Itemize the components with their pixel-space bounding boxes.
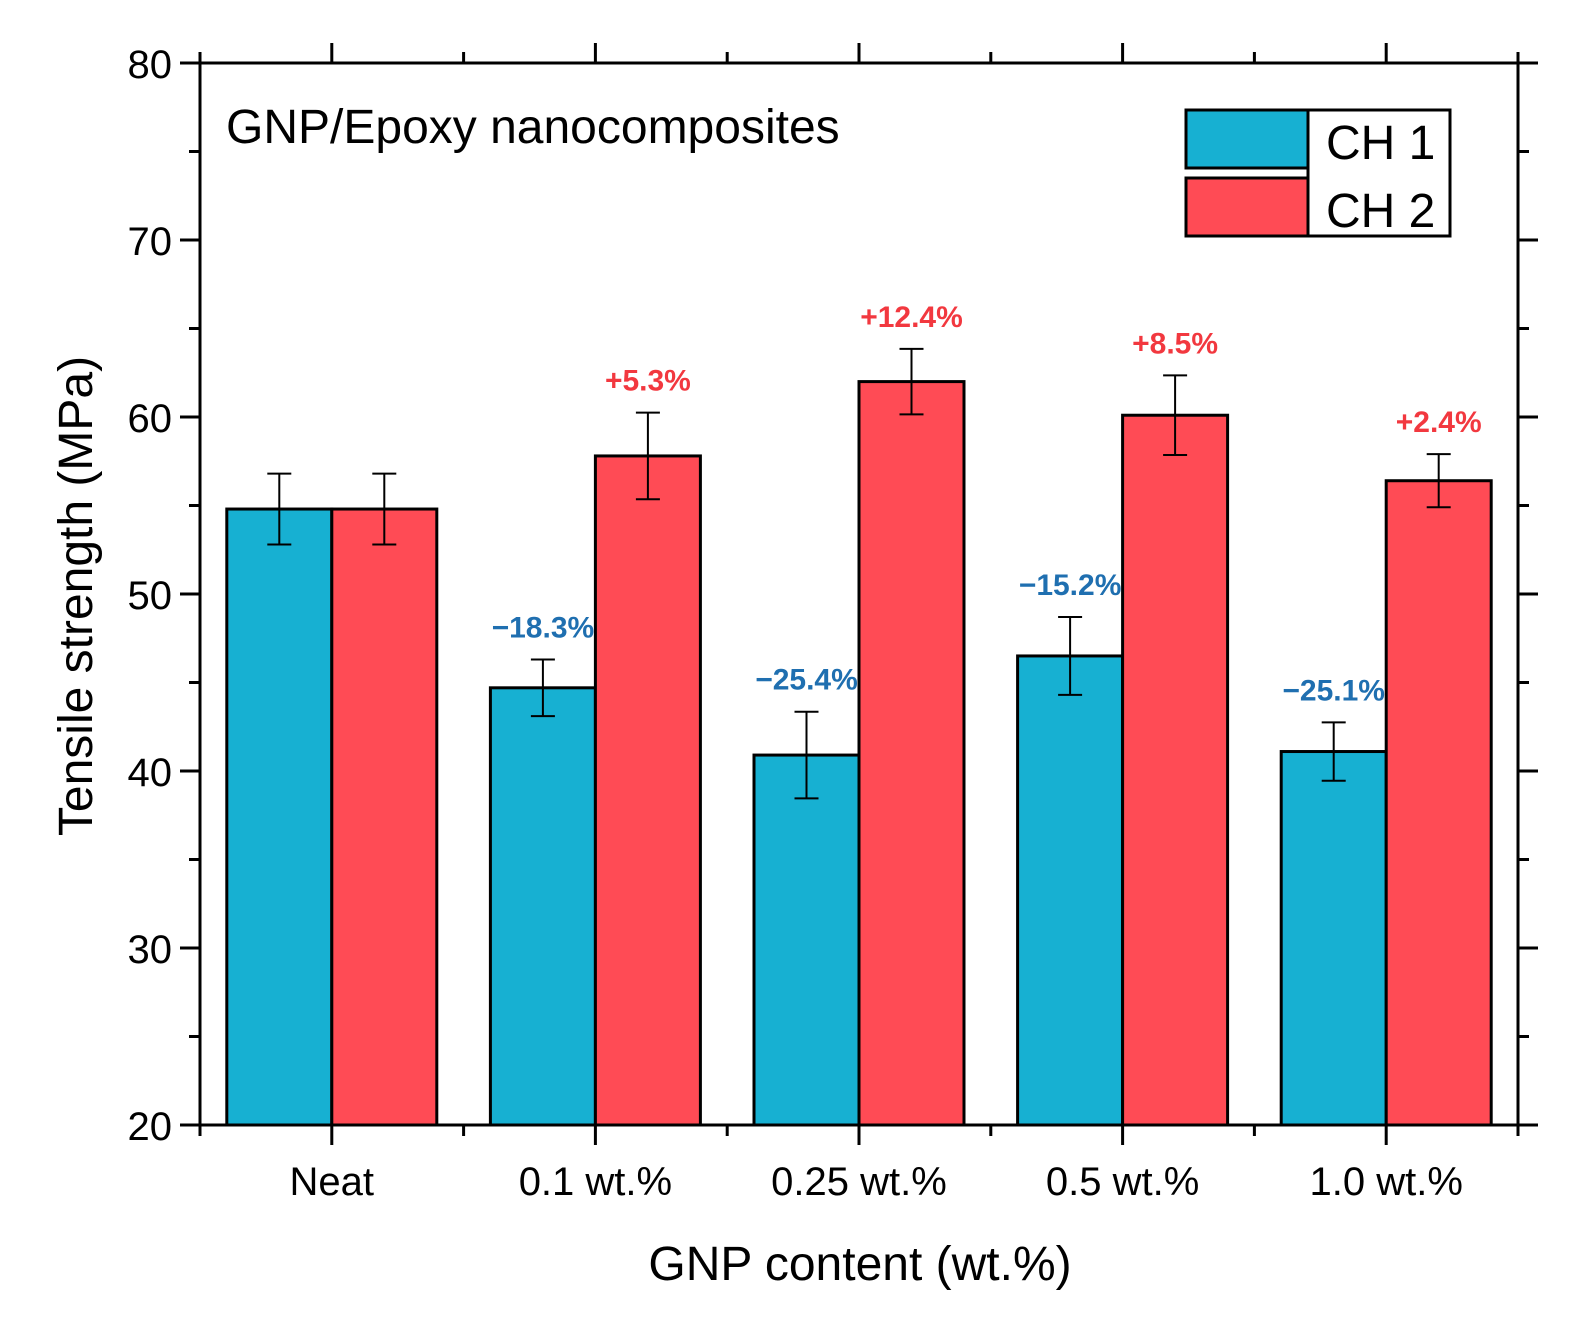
bar-ch2-4 bbox=[1384, 479, 1493, 1127]
data-label: +5.3% bbox=[605, 365, 691, 398]
error-bar bbox=[1426, 453, 1451, 509]
error-bar bbox=[1321, 721, 1346, 782]
error-bar bbox=[794, 710, 819, 800]
error-bar bbox=[372, 472, 397, 546]
data-labels-layer: −18.3% −25.4% −15.2% −25.1% +5.3% +12.4% +8.5%… bbox=[492, 301, 1482, 707]
y-tick-label: 40 bbox=[128, 751, 173, 795]
y-tick-label: 20 bbox=[128, 1105, 173, 1149]
x-tick-label: 0.25 wt.% bbox=[771, 1160, 947, 1204]
axes-layer: 20 30 40 50 60 70 80 Neat 0.1 wt.% 0.25 wt.% 0.5 w… bbox=[128, 43, 1538, 1204]
bar-ch2-2 bbox=[857, 380, 966, 1127]
legend-label-ch2: CH 2 bbox=[1326, 185, 1435, 238]
legend-frame bbox=[1306, 108, 1452, 238]
legend-swatch-ch2 bbox=[1184, 176, 1310, 238]
x-tick-label: Neat bbox=[290, 1160, 375, 1204]
data-label: −25.4% bbox=[755, 664, 858, 697]
bar-ch1-0 bbox=[225, 507, 334, 1127]
y-axis-label: Tensile strength (MPa) bbox=[50, 356, 103, 836]
data-label: +8.5% bbox=[1132, 327, 1218, 360]
error-bar bbox=[530, 658, 555, 718]
data-label: −25.1% bbox=[1282, 674, 1385, 707]
y-tick-label: 80 bbox=[128, 43, 173, 87]
x-axis-label: GNP content (wt.%) bbox=[648, 1238, 1071, 1291]
legend-label-ch1: CH 1 bbox=[1326, 117, 1435, 170]
x-tick-label: 0.1 wt.% bbox=[519, 1160, 672, 1204]
error-bar bbox=[635, 411, 660, 501]
data-label: +12.4% bbox=[860, 301, 963, 334]
bar-ch2-3 bbox=[1121, 413, 1230, 1127]
data-label: +2.4% bbox=[1396, 406, 1482, 439]
legend-swatch-ch1 bbox=[1184, 108, 1310, 170]
bars-layer bbox=[225, 380, 1493, 1127]
x-tick-label: 0.5 wt.% bbox=[1046, 1160, 1199, 1204]
bar-ch2-1 bbox=[593, 454, 702, 1127]
bar-ch1-4 bbox=[1279, 750, 1388, 1127]
y-tick-label: 30 bbox=[128, 928, 173, 972]
data-label: −18.3% bbox=[492, 611, 595, 644]
error-bar bbox=[267, 472, 292, 546]
error-bars-layer bbox=[267, 347, 1451, 800]
y-tick-label: 60 bbox=[128, 397, 173, 441]
bar-ch1-2 bbox=[752, 753, 861, 1127]
bar-ch2-0 bbox=[330, 507, 439, 1127]
error-bar bbox=[1163, 374, 1188, 457]
chart-title: GNP/Epoxy nanocomposites bbox=[226, 101, 840, 154]
y-tick-label: 70 bbox=[128, 220, 173, 264]
x-tick-label: 1.0 wt.% bbox=[1309, 1160, 1462, 1204]
data-label: −15.2% bbox=[1019, 569, 1122, 602]
y-tick-label: 50 bbox=[128, 574, 173, 618]
error-bar bbox=[1058, 616, 1083, 696]
bar-ch1-3 bbox=[1016, 654, 1125, 1127]
legend: CH 1 CH 2 bbox=[1184, 108, 1452, 238]
bar-ch1-1 bbox=[488, 686, 597, 1127]
error-bar bbox=[899, 347, 924, 416]
